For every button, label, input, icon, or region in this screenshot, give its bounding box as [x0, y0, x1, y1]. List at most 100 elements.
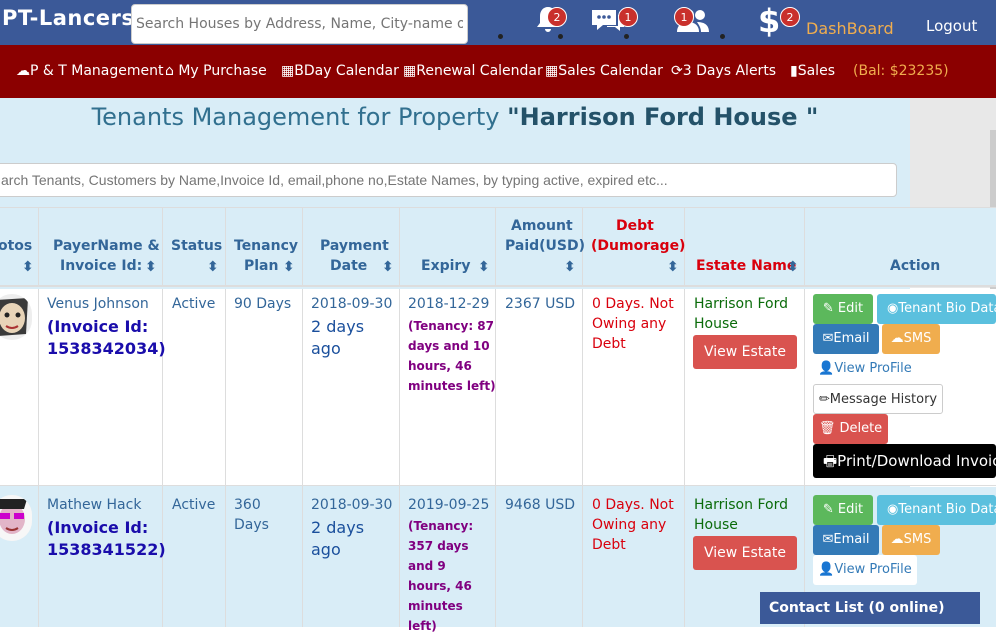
contact-list-bar[interactable]: Contact List (0 online) — [760, 592, 980, 624]
divider — [162, 289, 163, 627]
menu-sales[interactable]: ▮Sales — [790, 63, 835, 79]
bar-chart-icon: ▮ — [790, 63, 798, 79]
envelope-icon: ✉ — [822, 331, 834, 346]
payment-ago: 2 days ago — [311, 317, 365, 358]
payment-ago: 2 days ago — [311, 518, 365, 559]
col-status[interactable]: Status ⬍ — [163, 207, 226, 287]
home-icon: ⌂ — [165, 63, 179, 79]
sort-icon: ⬍ — [564, 259, 576, 275]
menu-sales-calendar[interactable]: ▦Sales Calendar — [545, 63, 663, 79]
edit-icon: ✎ — [822, 502, 838, 517]
payment-date: 2018-09-30 — [311, 296, 393, 312]
view-profile-button[interactable]: 👤View ProFile — [813, 555, 917, 585]
main-menu: ☁P & T Management ⌂ My Purchase ▦BDay Ca… — [0, 45, 996, 98]
view-estate-button[interactable]: View Estate — [693, 335, 797, 369]
message-history-button[interactable]: ✏Message History — [813, 384, 943, 414]
tenancy-left: (Tenancy: 87 days and 10 hours, 46 minut… — [408, 319, 496, 393]
menu-pt-management[interactable]: ☁P & T Management — [16, 63, 164, 79]
menu-3day-alerts[interactable]: ⟳3 Days Alerts — [671, 63, 777, 79]
dollar-icon[interactable]: $ — [758, 2, 781, 40]
col-amount[interactable]: Amount Paid(USD) ⬍ — [496, 207, 585, 287]
col-payment[interactable]: Payment Date ⬍ — [303, 207, 400, 287]
balance-display: (Bal: $23235) — [853, 63, 949, 79]
user-icon: 👤 — [818, 562, 835, 577]
view-estate-button[interactable]: View Estate — [693, 536, 797, 570]
sort-icon: ⬍ — [382, 259, 394, 275]
tenant-bio-button[interactable]: ◉Tenant Bio Data — [877, 294, 996, 324]
menu-renewal-calendar[interactable]: ▦Renewal Calendar — [403, 63, 543, 79]
sort-icon: ⬍ — [667, 259, 679, 275]
user-icon: 👤 — [818, 361, 835, 376]
invoice-id: (Invoice Id: 1538342034) — [47, 317, 166, 358]
pencil-icon: ✏ — [818, 392, 830, 407]
nav-dot — [720, 34, 725, 39]
col-photos[interactable]: otos ⬍ — [0, 207, 39, 287]
divider — [302, 289, 303, 627]
sort-icon: ⬍ — [478, 259, 490, 275]
view-profile-button[interactable]: 👤View ProFile — [813, 354, 917, 384]
col-debt[interactable]: Debt (Dumorage) ⬍ — [583, 207, 685, 287]
edit-icon: ✎ — [822, 301, 838, 316]
sms-button[interactable]: ☁SMS — [882, 324, 940, 354]
bell-badge: 2 — [547, 7, 567, 27]
house-search-input[interactable] — [131, 4, 468, 44]
edit-button[interactable]: ✎ Edit — [813, 495, 873, 525]
brand-logo[interactable]: PT-Lancers — [2, 6, 135, 30]
estate-name: Harrison Ford House — [694, 497, 788, 533]
print-invoice-button[interactable]: 🖶Print/Download Invoice — [813, 444, 996, 478]
menu-bday-calendar[interactable]: ▦BDay Calendar — [281, 63, 399, 79]
debt-status: 0 Days. Not Owing any Debt — [592, 296, 674, 352]
tenancy-plan: 90 Days — [234, 296, 292, 312]
nav-dot — [624, 34, 629, 39]
tenancy-left: (Tenancy: 357 days and 9 hours, 46 minut… — [408, 519, 474, 633]
sort-icon: ⬍ — [207, 259, 219, 275]
col-estate[interactable]: Estate Name ⬍ — [685, 207, 805, 287]
calendar-icon: ▦ — [281, 63, 295, 79]
col-payer[interactable]: PayerName & Invoice Id: ⬍ — [39, 207, 163, 287]
payer-name[interactable]: Mathew Hack — [47, 497, 142, 513]
eye-icon: ◉ — [887, 502, 899, 517]
trash-icon: 🗑 — [818, 421, 840, 436]
cloud-icon: ☁ — [890, 331, 904, 346]
cloud-icon: ☁ — [890, 532, 904, 547]
nav-dot — [498, 34, 503, 39]
sort-icon: ⬍ — [145, 259, 157, 275]
sms-button[interactable]: ☁SMS — [882, 525, 940, 555]
tenancy-plan: 360 Days — [234, 497, 269, 533]
divider — [684, 289, 685, 627]
invoice-id: (Invoice Id: 1538341522) — [47, 518, 166, 559]
menu-my-purchase[interactable]: ⌂ My Purchase — [165, 63, 267, 79]
envelope-icon: ✉ — [822, 532, 834, 547]
payer-name[interactable]: Venus Johnson — [47, 296, 149, 312]
dashboard-link[interactable]: DashBoard — [806, 19, 894, 38]
payment-date: 2018-09-30 — [311, 497, 393, 513]
divider — [225, 289, 226, 627]
property-name: "Harrison Ford House " — [507, 103, 819, 131]
tenant-bio-button[interactable]: ◉Tenant Bio Data — [877, 495, 996, 525]
eye-icon: ◉ — [887, 301, 899, 316]
email-button[interactable]: ✉Email — [813, 525, 879, 555]
col-tenancy[interactable]: Tenancy Plan ⬍ — [226, 207, 303, 287]
logout-link[interactable]: Logout — [926, 17, 978, 35]
dollar-badge: 2 — [780, 7, 800, 27]
delete-button[interactable]: 🗑 Delete — [813, 414, 888, 444]
tenant-avatar — [0, 495, 32, 541]
expiry-date: 2019-09-25 — [408, 497, 490, 513]
calendar-icon: ▦ — [403, 63, 417, 79]
email-button[interactable]: ✉Email — [813, 324, 879, 354]
cloud-icon: ☁ — [16, 63, 30, 79]
divider — [38, 289, 39, 627]
nav-dot — [558, 34, 563, 39]
sort-icon: ⬍ — [22, 259, 34, 275]
table-header — [0, 207, 996, 287]
tenant-search-input[interactable] — [0, 163, 897, 197]
status-value: Active — [172, 296, 216, 312]
col-expiry[interactable]: Expiry ⬍ — [400, 207, 496, 287]
tenant-avatar — [0, 294, 32, 340]
edit-button[interactable]: ✎ Edit — [813, 294, 873, 324]
divider — [495, 289, 496, 627]
print-icon: 🖶 — [823, 452, 838, 470]
calendar-icon: ▦ — [545, 63, 559, 79]
debt-status: 0 Days. Not Owing any Debt — [592, 497, 674, 553]
page-title: Tenants Management for Property "Harriso… — [91, 103, 819, 131]
